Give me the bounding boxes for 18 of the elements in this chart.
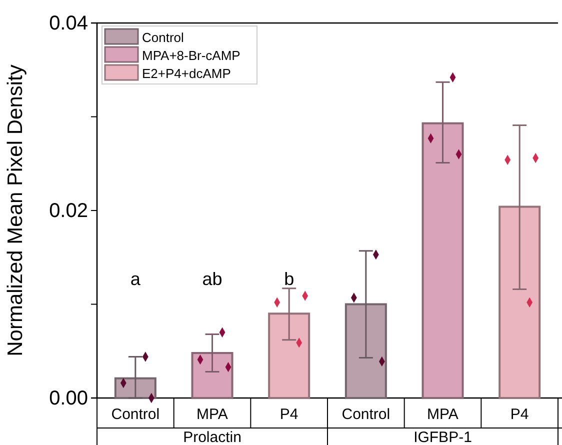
annotation: ab: [202, 269, 222, 289]
x-tick-label: Control: [342, 406, 390, 423]
legend-label: Control: [142, 30, 184, 45]
x-tick-label: Control: [111, 406, 160, 423]
text: Prolactin: [183, 429, 242, 445]
annotation: a: [130, 269, 142, 289]
annotation: b: [284, 269, 294, 289]
y-tick-label: 0.02: [49, 200, 88, 222]
y-tick-label: 0.00: [49, 387, 88, 410]
x-tick-label: P4: [280, 406, 298, 423]
legend-label: MPA+8-Br-cAMP: [142, 48, 240, 63]
y-axis-title: Normalized Mean Pixel Density: [4, 64, 27, 356]
x-tick-label: P4: [510, 406, 529, 423]
x-tick-label: MPA: [196, 406, 228, 423]
text: IGFBP-1: [414, 429, 472, 445]
x-tick-label: MPA: [427, 406, 458, 423]
y-tick-label: 0.04: [49, 12, 88, 34]
legend-label: E2+P4+dcAMP: [142, 66, 231, 81]
